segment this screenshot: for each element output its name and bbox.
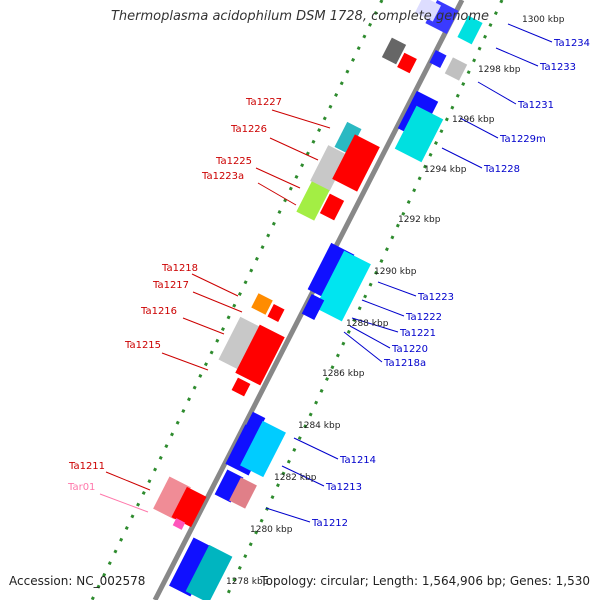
gene-block-12 bbox=[394, 105, 444, 163]
gene-block-31 bbox=[185, 544, 233, 604]
gene-label-ta1233[interactable]: Ta1233 bbox=[539, 62, 576, 73]
label-leader bbox=[192, 291, 243, 313]
gene-label-ta1229m[interactable]: Ta1229m bbox=[499, 134, 546, 145]
label-leader bbox=[507, 23, 553, 43]
label-leader bbox=[293, 437, 339, 460]
label-leader bbox=[191, 273, 239, 297]
scale-label: 1296 kbp bbox=[452, 115, 495, 125]
gene-block-25 bbox=[214, 469, 244, 503]
genome-summary: Topology: circular; Length: 1,564,906 bp… bbox=[260, 574, 590, 588]
gene-label-ta1221[interactable]: Ta1221 bbox=[399, 328, 436, 339]
gene-block-6 bbox=[397, 52, 417, 74]
gene-label-ta1223a[interactable]: Ta1223a bbox=[201, 171, 244, 182]
accession-text: Accession: NC_002578 bbox=[9, 574, 146, 588]
scale-label: 1278 kbp bbox=[226, 577, 269, 587]
label-leader bbox=[281, 465, 325, 487]
label-leader bbox=[495, 47, 539, 67]
gene-block-18 bbox=[267, 304, 285, 322]
gene-label-ta1211[interactable]: Ta1211 bbox=[68, 461, 105, 472]
gene-block-20 bbox=[235, 324, 285, 386]
gene-block-5 bbox=[381, 37, 407, 65]
gene-label-ta1231[interactable]: Ta1231 bbox=[517, 100, 554, 111]
scale-label: 1284 kbp bbox=[298, 421, 341, 431]
gene-block-17 bbox=[251, 293, 273, 315]
scale-label: 1298 kbp bbox=[478, 65, 521, 75]
gene-label-ta1218a[interactable]: Ta1218a bbox=[383, 358, 426, 369]
label-leader bbox=[349, 325, 391, 349]
label-leader bbox=[99, 493, 149, 513]
label-leader bbox=[351, 317, 399, 333]
gene-block-30 bbox=[169, 537, 215, 597]
gene-block-24 bbox=[240, 420, 286, 478]
gene-block-3 bbox=[296, 181, 330, 221]
label-leader bbox=[441, 147, 483, 169]
gene-block-16 bbox=[301, 294, 325, 320]
gene-label-ta1225[interactable]: Ta1225 bbox=[215, 156, 252, 167]
label-leader bbox=[271, 109, 331, 129]
gene-block-15 bbox=[315, 250, 371, 322]
gene-block-27 bbox=[153, 476, 191, 520]
label-leader bbox=[377, 281, 417, 297]
label-leader bbox=[477, 81, 517, 105]
gene-block-0 bbox=[334, 121, 362, 155]
label-leader bbox=[257, 182, 297, 206]
gene-block-29 bbox=[172, 518, 186, 530]
gene-labels: 1300 kbp 1298 kbp 1296 kbp 1294 kbp 1292 kbp… bbox=[67, 15, 590, 587]
gene-block-28 bbox=[171, 486, 207, 528]
gene-label-ta1218[interactable]: Ta1218 bbox=[161, 263, 198, 274]
label-leader bbox=[105, 471, 151, 491]
scale-label: 1280 kbp bbox=[250, 525, 293, 535]
label-leader bbox=[265, 507, 311, 523]
gene-label-ta1234[interactable]: Ta1234 bbox=[553, 38, 590, 49]
genome-title: Thermoplasma acidophilum DSM 1728, compl… bbox=[110, 9, 490, 24]
scale-label: 1288 kbp bbox=[346, 319, 389, 329]
label-leader bbox=[459, 117, 499, 139]
gene-label-ta1227[interactable]: Ta1227 bbox=[245, 97, 282, 108]
scale-label: 1294 kbp bbox=[424, 165, 467, 175]
gene-block-4 bbox=[319, 193, 345, 221]
scale-label: 1290 kbp bbox=[374, 267, 417, 277]
label-leaders bbox=[99, 23, 553, 523]
scale-label: 1286 kbp bbox=[322, 369, 365, 379]
gene-block-21 bbox=[231, 377, 251, 397]
gene-block-10 bbox=[429, 50, 447, 68]
gene-block-2 bbox=[332, 134, 380, 192]
gene-block-26 bbox=[229, 477, 257, 509]
scale-label: 1282 kbp bbox=[274, 473, 317, 483]
gene-block-8 bbox=[457, 15, 483, 45]
gene-features bbox=[153, 0, 483, 604]
gene-block-1 bbox=[310, 145, 348, 191]
label-leader bbox=[255, 167, 301, 189]
gene-label-ta1215[interactable]: Ta1215 bbox=[124, 340, 161, 351]
gene-label-ta1213[interactable]: Ta1213 bbox=[325, 482, 362, 493]
gene-label-tar01[interactable]: Tar01 bbox=[67, 482, 95, 493]
gene-label-ta1216[interactable]: Ta1216 bbox=[140, 306, 177, 317]
gene-label-ta1222[interactable]: Ta1222 bbox=[405, 312, 442, 323]
gene-label-ta1212[interactable]: Ta1212 bbox=[311, 518, 348, 529]
gene-block-19 bbox=[218, 316, 264, 372]
gene-label-ta1220[interactable]: Ta1220 bbox=[391, 344, 428, 355]
gene-block-13 bbox=[415, 0, 441, 22]
gene-label-ta1223[interactable]: Ta1223 bbox=[417, 292, 454, 303]
label-leader bbox=[343, 331, 383, 363]
gene-label-ta1226[interactable]: Ta1226 bbox=[230, 124, 267, 135]
gene-label-ta1217[interactable]: Ta1217 bbox=[152, 280, 189, 291]
label-leader bbox=[161, 352, 209, 371]
gene-block-9 bbox=[444, 57, 468, 81]
gene-label-ta1228[interactable]: Ta1228 bbox=[483, 164, 520, 175]
backbone-line bbox=[152, 0, 465, 602]
label-leader bbox=[269, 137, 319, 161]
label-leader bbox=[361, 299, 405, 317]
scale-label: 1300 kbp bbox=[522, 15, 565, 25]
label-leader bbox=[182, 317, 225, 335]
gene-label-ta1214[interactable]: Ta1214 bbox=[339, 455, 376, 466]
scale-label: 1292 kbp bbox=[398, 215, 441, 225]
